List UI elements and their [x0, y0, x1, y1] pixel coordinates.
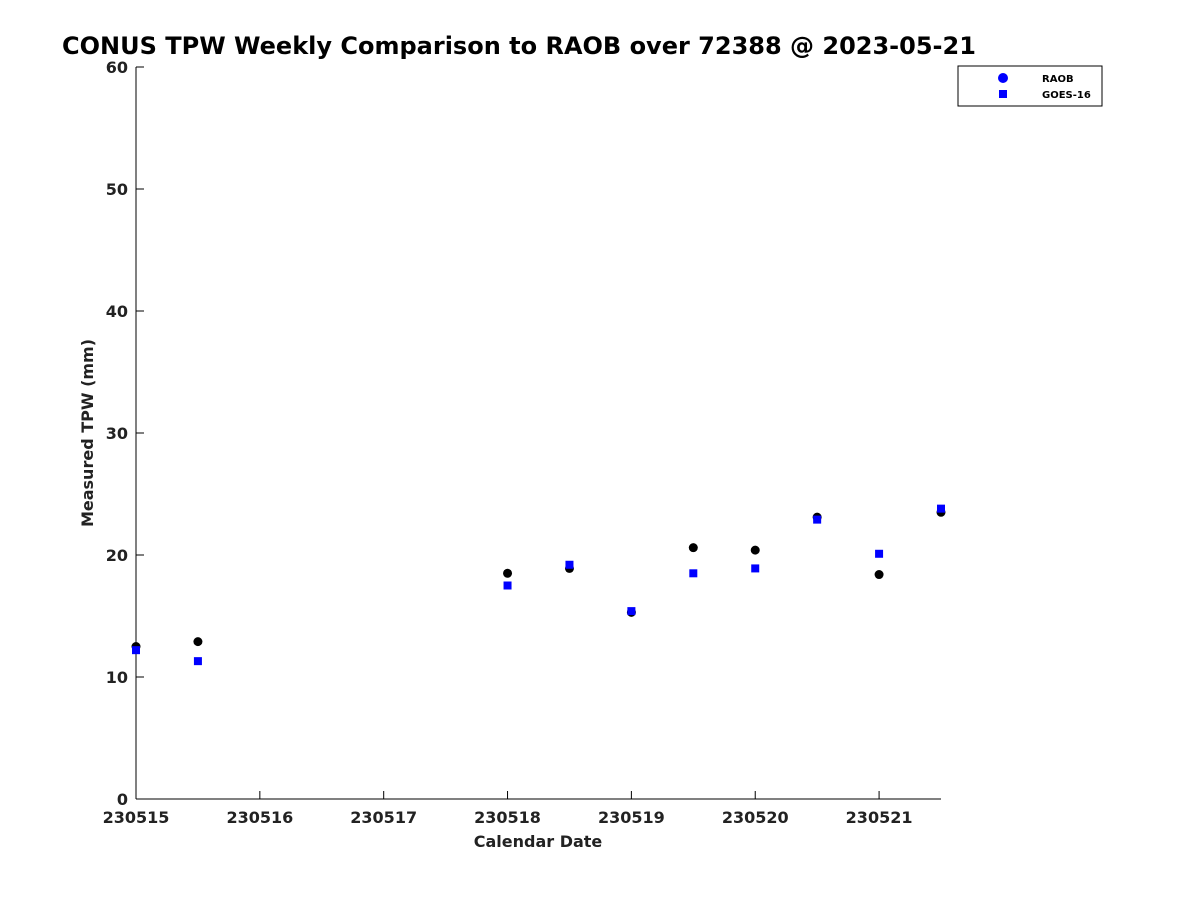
- legend-box: [957, 65, 1103, 107]
- y-tick-label: 60: [106, 58, 128, 77]
- y-axis-label: Measured TPW (mm): [78, 339, 97, 527]
- data-marks: [131, 504, 946, 666]
- x-tick-label: 230521: [846, 808, 913, 827]
- y-tick-label: 0: [117, 790, 128, 809]
- raob-point: [688, 543, 698, 553]
- goes-point: [627, 607, 636, 616]
- x-tick-label: 230515: [103, 808, 170, 827]
- legend-marker-raob: [998, 73, 1008, 83]
- goes-point: [875, 549, 884, 558]
- goes-point: [565, 560, 574, 569]
- raob-point: [750, 545, 760, 555]
- legend-label-goes: GOES-16: [1042, 90, 1091, 101]
- y-tick-label: 20: [106, 546, 128, 565]
- chart-title: CONUS TPW Weekly Comparison to RAOB over…: [62, 32, 976, 60]
- y-tick-label: 10: [106, 668, 128, 687]
- y-tick-label: 30: [106, 424, 128, 443]
- x-tick-label: 230517: [350, 808, 417, 827]
- y-tick-label: 50: [106, 180, 128, 199]
- goes-point: [937, 504, 945, 513]
- raob-point: [503, 568, 513, 578]
- x-axis-label: Calendar Date: [474, 832, 603, 851]
- goes-point: [751, 564, 760, 573]
- y-tick-label: 40: [106, 302, 128, 321]
- x-tick-label: 230519: [598, 808, 665, 827]
- raob-point: [874, 570, 884, 580]
- x-tick-label: 230520: [722, 808, 789, 827]
- goes-point: [813, 515, 822, 524]
- raob-point: [193, 637, 203, 647]
- goes-point: [132, 646, 140, 655]
- x-tick-label: 230518: [474, 808, 541, 827]
- axes: 230515 230516 230517 230518 230519 230520 2305…: [103, 58, 941, 827]
- legend-label-raob: RAOB: [1042, 74, 1074, 85]
- goes-point: [689, 569, 698, 578]
- goes-point: [193, 657, 202, 666]
- goes-point: [503, 581, 512, 590]
- legend: RAOB GOES-16: [957, 65, 1103, 107]
- x-tick-label: 230516: [226, 808, 293, 827]
- legend-marker-goes: [999, 90, 1007, 98]
